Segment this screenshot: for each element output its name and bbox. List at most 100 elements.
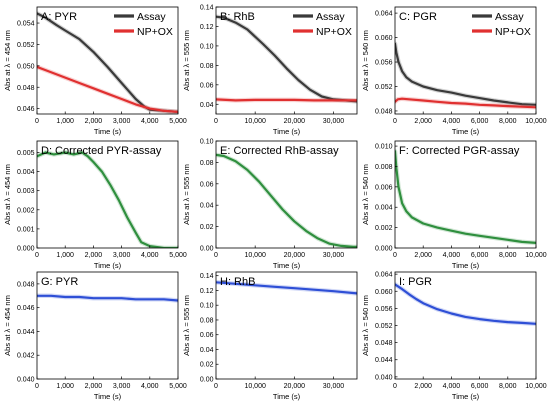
legend: Assay NP+OX: [114, 11, 173, 38]
x-axis-title: Time (s): [273, 127, 301, 136]
y-tick-label: 0.042: [17, 353, 35, 360]
y-tick-label: 0.008: [375, 164, 393, 171]
x-tick-label: 30,000: [323, 118, 345, 125]
y-tick-label: 0.04: [200, 102, 214, 109]
series-line: [216, 281, 357, 295]
y-axis-title: Abs at λ = 540 nm: [361, 164, 370, 225]
y-tick-label: 0.04: [200, 347, 214, 354]
x-tick-label: 10,000: [244, 383, 266, 390]
x-tick-label: 2,000: [85, 383, 103, 390]
plot-frame: [36, 6, 179, 115]
y-tick-label: 0.040: [375, 374, 393, 381]
panel-title: G: PYR: [41, 276, 78, 288]
series-halo: [37, 150, 178, 248]
y-tick-label: 0.000: [375, 246, 393, 253]
panel-title: I: PGR: [399, 276, 432, 288]
x-tick-label: 4,000: [141, 118, 159, 125]
x-axis-title: Time (s): [452, 261, 480, 270]
x-tick-label: 2,000: [414, 252, 432, 259]
x-tick-label: 20,000: [284, 383, 306, 390]
x-axis-title: Time (s): [94, 261, 122, 270]
series-1: [395, 282, 536, 327]
y-tick-label: 0.054: [17, 21, 35, 28]
panel-title: A: PYR: [41, 11, 77, 23]
y-tick-label: 0.010: [375, 144, 393, 151]
x-tick-label: 0: [35, 118, 39, 125]
x-tick-label: 2,000: [85, 252, 103, 259]
legend-label: NP+OX: [495, 26, 531, 38]
y-tick-label: 0.04: [200, 203, 214, 210]
x-tick-label: 6,000: [471, 118, 489, 125]
x-tick-label: 0: [393, 252, 397, 259]
series-halo: [395, 148, 536, 246]
y-tick-label: 0.052: [375, 323, 393, 330]
series-2: [216, 97, 357, 103]
series-line: [216, 98, 357, 102]
series-1: [395, 148, 536, 246]
x-tick-label: 1,000: [56, 118, 74, 125]
panel-b: 0 10,000 20,000 30,000 0.04 0.06 0.08 0.10 0.12 0…: [182, 5, 358, 136]
x-tick-label: 30,000: [323, 383, 345, 390]
y-tick-label: 0.060: [375, 289, 393, 296]
x-axis-title: Time (s): [452, 392, 480, 401]
series-line: [395, 283, 536, 325]
x-axis-title: Time (s): [94, 392, 122, 401]
x-tick-label: 6,000: [471, 383, 489, 390]
panel-a: 0 1,000 2,000 3,000 4,000 5,000 0.046 0.048 0.05…: [3, 6, 187, 136]
series-line: [395, 97, 536, 109]
x-tick-label: 10,000: [525, 383, 547, 390]
panel-f: 0 2,000 4,000 6,000 8,000 10,000 0.000 0.002 0.0…: [361, 140, 547, 270]
plot-frame: [36, 271, 179, 380]
x-tick-label: 2,000: [85, 118, 103, 125]
panel-title: B: RhB: [220, 11, 255, 23]
series-2: [395, 96, 536, 110]
x-tick-label: 20,000: [284, 252, 306, 259]
series-halo: [37, 64, 178, 114]
y-tick-label: 0.004: [375, 205, 393, 212]
y-tick-label: 0.064: [375, 272, 393, 279]
series-1: [216, 152, 357, 248]
plot-frame: [215, 271, 358, 380]
series-line: [395, 42, 536, 106]
x-tick-label: 20,000: [284, 118, 306, 125]
panel-title: D: Corrected PYR-assay: [41, 145, 162, 157]
x-tick-label: 4,000: [443, 252, 461, 259]
x-tick-label: 3,000: [113, 252, 131, 259]
y-tick-label: 0.10: [200, 139, 214, 146]
y-tick-label: 0.050: [17, 63, 35, 70]
y-tick-label: 0.02: [200, 362, 214, 369]
y-tick-label: 0.003: [17, 188, 35, 195]
y-tick-label: 0.00: [200, 246, 214, 253]
y-tick-label: 0.14: [200, 5, 214, 12]
panel-title: C: PGR: [399, 11, 437, 23]
legend-label: Assay: [316, 11, 345, 23]
y-tick-label: 0.048: [375, 340, 393, 347]
panel-i: 0 2,000 4,000 6,000 8,000 10,000 0.040 0.044 0.0…: [361, 271, 547, 401]
x-tick-label: 0: [214, 383, 218, 390]
y-tick-label: 0.056: [375, 60, 393, 67]
y-tick-label: 0.12: [200, 24, 214, 31]
plot-frame: [215, 140, 358, 249]
y-tick-label: 0.002: [17, 207, 35, 214]
y-tick-label: 0.10: [200, 303, 214, 310]
x-tick-label: 4,000: [443, 383, 461, 390]
x-tick-label: 3,000: [113, 383, 131, 390]
x-tick-label: 10,000: [244, 252, 266, 259]
y-axis-title: Abs at λ = 540 nm: [361, 30, 370, 91]
y-tick-label: 0.044: [17, 329, 35, 336]
x-tick-label: 0: [214, 252, 218, 259]
y-tick-label: 0.08: [200, 317, 214, 324]
series-line: [37, 151, 178, 248]
series-1: [216, 280, 357, 296]
series-1: [395, 41, 536, 108]
series-2: [37, 64, 178, 114]
x-tick-label: 10,000: [244, 118, 266, 125]
y-tick-label: 0.06: [200, 82, 214, 89]
x-tick-label: 5,000: [169, 252, 187, 259]
x-tick-label: 5,000: [169, 383, 187, 390]
x-axis-title: Time (s): [452, 127, 480, 136]
y-axis-title: Abs at λ = 454 nm: [3, 164, 12, 225]
y-tick-label: 0.001: [17, 226, 35, 233]
y-tick-label: 0.08: [200, 160, 214, 167]
series-1: [37, 293, 178, 303]
